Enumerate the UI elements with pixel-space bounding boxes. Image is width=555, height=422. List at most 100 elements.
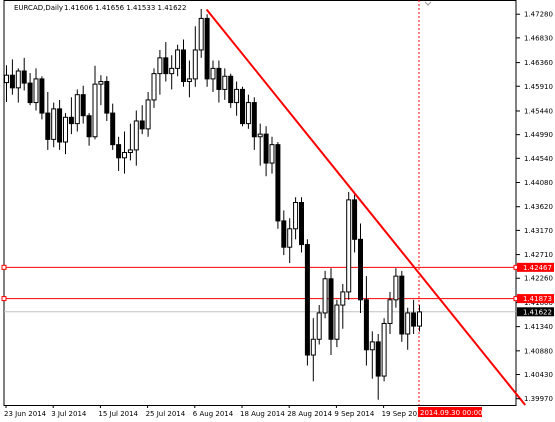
candle-body [234, 88, 240, 104]
price-tick-label: 1.45910 [524, 83, 553, 91]
candle [310, 318, 316, 382]
candle [39, 76, 45, 120]
candle [27, 73, 33, 106]
time-axis: 23 Jun 2014 3 Jul 2014 15 Jul 2014 25 Jul 2… [4, 405, 482, 418]
line-handle[interactable] [1, 296, 7, 302]
vertical-line-handle-icon[interactable] [424, 1, 432, 6]
candle-body [186, 78, 192, 83]
price-tick-label: 1.46360 [524, 59, 553, 67]
candle-body [363, 299, 369, 351]
line-handle[interactable] [1, 264, 7, 270]
candle [393, 268, 399, 308]
candle-body [110, 112, 116, 146]
candle-body [257, 133, 263, 138]
candle [387, 291, 393, 334]
candle [98, 75, 104, 106]
candle-body [310, 338, 316, 356]
candle-body [163, 57, 169, 75]
candle [287, 218, 293, 263]
candle-body [340, 291, 346, 306]
time-tick-label: 9 Sep 2014 [334, 410, 374, 418]
candle-body [151, 73, 157, 101]
line-price-label: 1.41873 [523, 295, 552, 303]
time-tick-label: 23 Jun 2014 [4, 410, 47, 418]
candle-body [80, 94, 86, 117]
candle [110, 103, 116, 150]
candle-body [21, 70, 27, 84]
candle-body [133, 120, 139, 151]
candle [80, 85, 86, 124]
line-price-label-box [517, 262, 554, 272]
candle-body [116, 144, 122, 159]
candle-body [104, 81, 110, 114]
candle-body [417, 311, 422, 327]
candle-body [192, 49, 198, 80]
price-tick-label: 1.47280 [524, 11, 553, 19]
candle [369, 331, 375, 379]
candle-body [9, 74, 15, 89]
candle-body [251, 102, 257, 138]
candle [322, 270, 328, 319]
price-tick-label: 1.43620 [524, 203, 553, 211]
candle [175, 44, 181, 77]
candle-body [92, 83, 98, 138]
candle-body [263, 133, 269, 164]
candle [51, 102, 57, 148]
time-tick-label: 6 Aug 2014 [193, 410, 234, 418]
candle-body [4, 74, 9, 84]
candle-body [375, 341, 381, 377]
candle [104, 76, 110, 121]
price-tick-label: 1.44990 [524, 131, 553, 139]
price-axis: 1.47280 1.46830 1.46360 1.45910 1.45440 1.449… [516, 11, 554, 403]
trend-line[interactable] [205, 8, 526, 406]
candle-body [169, 67, 175, 75]
price-tick-label: 1.41340 [524, 323, 553, 331]
candle-body [411, 312, 417, 327]
candle [405, 307, 411, 350]
candle [92, 65, 98, 140]
candle [216, 60, 222, 103]
candle-body [405, 312, 411, 335]
line-price-label: 1.42467 [523, 264, 552, 272]
plot-area[interactable] [1, 0, 526, 406]
candle-body [74, 94, 80, 125]
candle-body [51, 108, 57, 140]
candle-body [127, 149, 133, 154]
chart-header-symbol: EURCAD,Daily [14, 4, 63, 12]
candle-body [198, 17, 204, 51]
candle [293, 197, 299, 240]
candle [210, 60, 216, 93]
candle-body [281, 220, 287, 248]
candle [116, 136, 122, 171]
candle-body [175, 49, 181, 69]
candle-body [222, 75, 228, 90]
price-tick-label: 1.40430 [524, 371, 553, 379]
candle-body [275, 144, 281, 222]
candle-body [287, 228, 293, 248]
candle [352, 194, 358, 253]
candle-body [210, 67, 216, 80]
candle [63, 113, 68, 155]
candle-body [228, 75, 234, 104]
candle [399, 270, 405, 342]
candle [275, 142, 281, 229]
candle-body [316, 312, 322, 340]
candle-body [204, 17, 210, 80]
candle [363, 276, 369, 366]
price-tick-label: 1.42710 [524, 251, 553, 259]
candle-body [381, 322, 387, 377]
candle [299, 197, 304, 253]
plot-frame [3, 0, 517, 406]
candle [57, 99, 63, 150]
candle [234, 81, 240, 116]
candle-body [245, 102, 251, 125]
candle-body [328, 278, 334, 340]
candle [21, 57, 27, 91]
candle-body [122, 152, 127, 159]
candle-body [216, 67, 222, 90]
candle-body [27, 82, 33, 104]
candle [222, 68, 228, 100]
candle [139, 105, 145, 135]
